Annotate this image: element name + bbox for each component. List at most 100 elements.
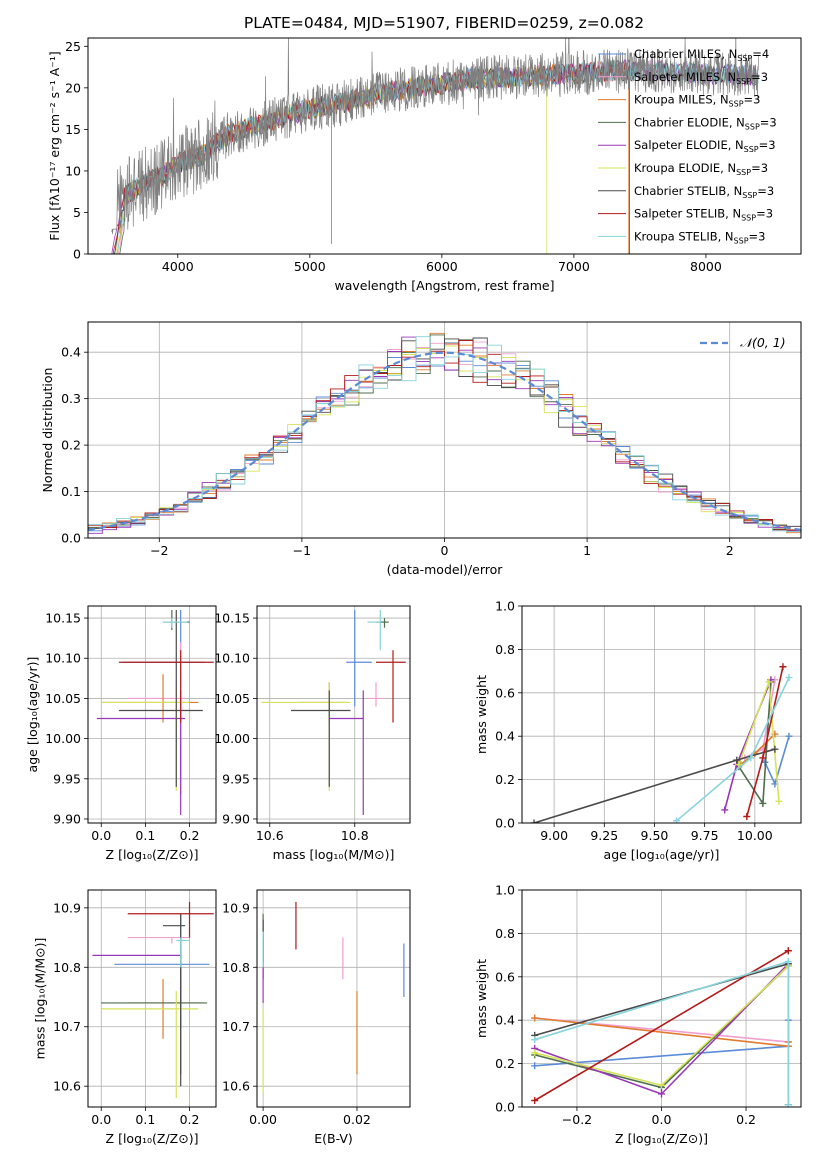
weight-series-7 [534,950,789,1102]
plot-area [531,947,792,1107]
panel-mass_weight_vs_age: 9.00 9.25 9.50 9.75 10.00 0.0 0.2 0.4 0.6 0.8 1.0 a… [474,599,802,862]
axes-frame [87,321,802,539]
legend-label-2: Kroupa MILES, NSSP=3 [634,93,760,109]
x-tick-label: 9.75 [691,828,719,843]
y-tick-label: 10.9 [222,900,250,915]
y-tick-label: 0.6 [495,969,515,984]
weight-point-marker [784,947,792,955]
weight-point-marker [531,1014,539,1022]
y-tick-label: 9.90 [53,811,81,826]
y-tick-label: 10.6 [53,1079,81,1094]
y-tick-label: 20 [65,80,81,95]
y-tick-label: 10.9 [53,900,81,915]
x-tick-label: 0.2 [180,828,200,843]
weight-point-marker [743,812,751,820]
weight-point-marker [531,1036,539,1044]
y-tick-label: 0.2 [495,1056,515,1071]
panel-spectrum: 4000 5000 6000 7000 8000 0 5 10 15 20 25 wavelength… [47,37,802,293]
weight-point-marker [721,806,729,814]
x-tick-label: 0.0 [652,1112,672,1127]
y-tick-label: 0.4 [61,345,81,360]
y-tick-label: 0 [73,247,81,262]
legend-label-1: Salpeter MILES, NSSP=3 [634,70,768,86]
weight-point-marker [658,1090,665,1098]
x-axis-label: Z [log₁₀(Z/Z⊙)] [106,1131,199,1146]
figure-title: PLATE=0484, MJD=51907, FIBERID=0259, z=0… [244,14,644,32]
x-axis-label: Z [log₁₀(Z/Z⊙)] [106,847,199,862]
x-tick-label: 0.0 [91,1112,111,1127]
x-tick-label: 2 [726,543,734,558]
panel-age_vs_mass: 10.6 10.8 9.90 9.95 10.00 10.05 10.10 10.15 mass… [214,605,411,862]
y-tick-label: 0.3 [61,391,81,406]
y-tick-label: 1.0 [495,599,515,614]
x-tick-label: 10.00 [737,828,773,843]
plot-area [96,610,214,815]
x-axis-label: E(B-V) [314,1131,353,1146]
x-tick-label: 0.2 [736,1112,756,1127]
y-tick-label: 10.15 [45,611,81,626]
normal-curve [88,351,801,531]
y-tick-label: 1.0 [495,883,515,898]
weight-point-marker [530,819,538,823]
y-tick-label: 10.05 [214,691,250,706]
panel-residuals: −2 −1 0 1 2 0.0 0.1 0.2 0.3 0.4 (data-model)/error… [40,321,802,577]
weight-point-marker [658,1081,665,1089]
x-tick-label: −0.2 [562,1112,592,1127]
weight-point-marker [775,797,783,805]
weight-point-marker [531,1049,539,1057]
x-tick-label: 8000 [690,259,722,274]
axes-frame [521,889,802,1108]
y-tick-label: 10.05 [45,691,81,706]
legend-label-3: Chabrier ELODIE, NSSP=3 [634,115,777,131]
x-tick-label: 10.6 [256,828,284,843]
x-tick-label: −2 [150,543,168,558]
weight-point-marker [733,756,741,764]
y-tick-label: 10.10 [45,651,81,666]
axes-frame [256,889,411,1108]
y-tick-label: 0.6 [495,685,515,700]
plot-area [88,332,801,534]
y-tick-label: 9.95 [222,771,250,786]
y-axis-label: mass weight [474,959,489,1038]
y-tick-label: 10.7 [222,1019,250,1034]
weight-point-marker [784,958,792,966]
weight-point-marker [531,1062,539,1070]
x-tick-label: 0.02 [343,1112,371,1127]
legend-label-4: Salpeter ELODIE, NSSP=3 [634,138,776,154]
y-tick-label: 0.2 [61,438,81,453]
legend-label-normal: 𝒩(0, 1) [740,335,786,350]
x-tick-label: 9.50 [641,828,669,843]
plot-area [92,901,214,1099]
axes-frame [521,605,802,824]
axes-frame [87,605,217,824]
x-tick-label: 9.00 [540,828,568,843]
histogram-series-6 [88,337,801,530]
y-tick-label: 10.8 [53,960,81,975]
y-tick-label: 0.4 [495,729,515,744]
legend-label-0: Chabrier MILES, NSSP=4 [634,47,769,63]
panel-age_vs_Z: 0.0 0.1 0.2 9.90 9.95 10.00 10.05 10.10 10.15 Z [… [25,605,217,862]
y-tick-label: 25 [65,39,81,54]
y-tick-label: 10.10 [214,651,250,666]
histogram-series-5 [88,345,801,531]
y-tick-label: 9.90 [222,811,250,826]
y-tick-label: 10.7 [53,1019,81,1034]
y-axis-label: mass weight [474,675,489,754]
y-tick-label: 0.0 [495,1100,515,1115]
weight-point-marker [531,1096,539,1104]
y-axis-label: Normed distribution [40,368,55,493]
y-tick-label: 0.0 [495,816,515,831]
x-axis-label: (data-model)/error [387,562,504,577]
axes-frame [256,605,411,824]
y-axis-label: age [log₁₀(age/yr)] [25,657,40,773]
y-tick-label: 15 [65,122,81,137]
weight-series-2 [740,733,776,766]
axes-frame [87,37,802,255]
x-tick-label: −1 [293,543,311,558]
plot-area [261,610,406,815]
y-tick-label: 10.00 [214,731,250,746]
weight-point-marker [771,745,779,753]
x-axis-label: age [log₁₀(age/yr)] [604,847,720,862]
plot-area [111,38,759,254]
